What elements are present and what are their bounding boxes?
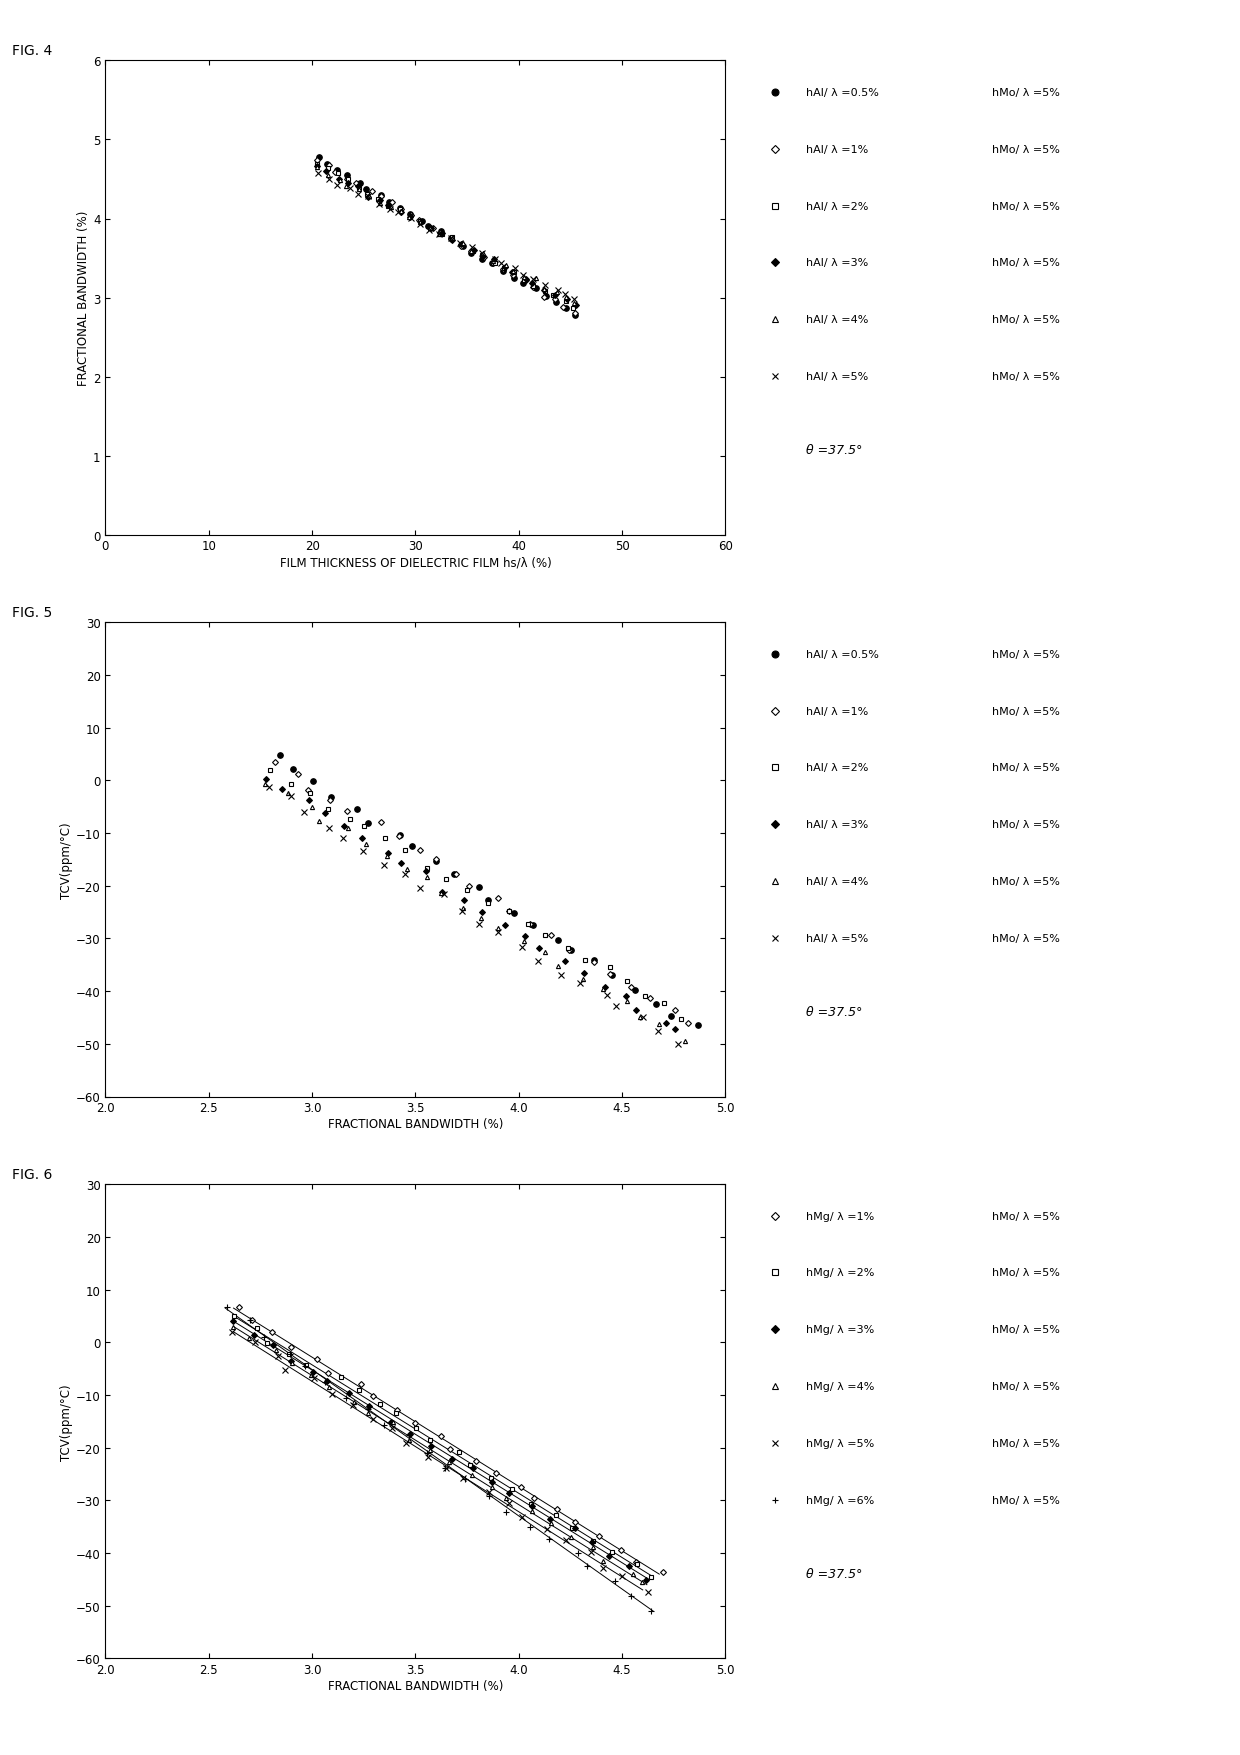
Text: hAl/ λ =1%: hAl/ λ =1% xyxy=(806,144,868,154)
X-axis label: FRACTIONAL BANDWIDTH (%): FRACTIONAL BANDWIDTH (%) xyxy=(327,1118,503,1130)
Text: hMo/ λ =5%: hMo/ λ =5% xyxy=(992,649,1060,660)
Text: hMg/ λ =5%: hMg/ λ =5% xyxy=(806,1439,874,1448)
Text: hAl/ λ =5%: hAl/ λ =5% xyxy=(806,934,868,944)
Text: hAl/ λ =0.5%: hAl/ λ =0.5% xyxy=(806,88,879,98)
Text: hMo/ λ =5%: hMo/ λ =5% xyxy=(992,1211,1060,1221)
Text: hAl/ λ =3%: hAl/ λ =3% xyxy=(806,820,868,830)
Text: hMo/ λ =5%: hMo/ λ =5% xyxy=(992,934,1060,944)
Text: hMo/ λ =5%: hMo/ λ =5% xyxy=(992,820,1060,830)
Text: hAl/ λ =1%: hAl/ λ =1% xyxy=(806,706,868,716)
Text: hMo/ λ =5%: hMo/ λ =5% xyxy=(992,1325,1060,1334)
Text: hMg/ λ =1%: hMg/ λ =1% xyxy=(806,1211,874,1221)
Text: hMo/ λ =5%: hMo/ λ =5% xyxy=(992,258,1060,269)
Text: θ =37.5°: θ =37.5° xyxy=(806,1567,862,1580)
Text: hMo/ λ =5%: hMo/ λ =5% xyxy=(992,706,1060,716)
Text: hMo/ λ =5%: hMo/ λ =5% xyxy=(992,144,1060,154)
Text: hAl/ λ =3%: hAl/ λ =3% xyxy=(806,258,868,269)
Text: hAl/ λ =2%: hAl/ λ =2% xyxy=(806,202,868,211)
Text: hMo/ λ =5%: hMo/ λ =5% xyxy=(992,878,1060,886)
Text: hAl/ λ =4%: hAl/ λ =4% xyxy=(806,316,868,325)
Text: hMo/ λ =5%: hMo/ λ =5% xyxy=(992,1439,1060,1448)
Text: hMo/ λ =5%: hMo/ λ =5% xyxy=(992,1267,1060,1278)
Text: hMo/ λ =5%: hMo/ λ =5% xyxy=(992,202,1060,211)
Text: hMo/ λ =5%: hMo/ λ =5% xyxy=(992,1495,1060,1506)
Text: FIG. 6: FIG. 6 xyxy=(12,1167,53,1181)
Text: hAl/ λ =5%: hAl/ λ =5% xyxy=(806,372,868,383)
Y-axis label: TCV(ppm/°C): TCV(ppm/°C) xyxy=(60,1383,73,1460)
Text: FIG. 4: FIG. 4 xyxy=(12,44,52,58)
X-axis label: FILM THICKNESS OF DIELECTRIC FILM hs/λ (%): FILM THICKNESS OF DIELECTRIC FILM hs/λ (… xyxy=(279,556,552,569)
Text: FIG. 5: FIG. 5 xyxy=(12,605,52,620)
Text: hMg/ λ =6%: hMg/ λ =6% xyxy=(806,1495,874,1506)
Text: hAl/ λ =0.5%: hAl/ λ =0.5% xyxy=(806,649,879,660)
Text: θ =37.5°: θ =37.5° xyxy=(806,1006,862,1018)
Text: hAl/ λ =4%: hAl/ λ =4% xyxy=(806,878,868,886)
Text: hAl/ λ =2%: hAl/ λ =2% xyxy=(806,763,868,772)
Text: hMg/ λ =4%: hMg/ λ =4% xyxy=(806,1381,874,1392)
Y-axis label: FRACTIONAL BANDWIDTH (%): FRACTIONAL BANDWIDTH (%) xyxy=(77,211,91,386)
Text: hMg/ λ =2%: hMg/ λ =2% xyxy=(806,1267,874,1278)
X-axis label: FRACTIONAL BANDWIDTH (%): FRACTIONAL BANDWIDTH (%) xyxy=(327,1680,503,1692)
Text: θ =37.5°: θ =37.5° xyxy=(806,444,862,456)
Text: hMo/ λ =5%: hMo/ λ =5% xyxy=(992,1381,1060,1392)
Y-axis label: TCV(ppm/°C): TCV(ppm/°C) xyxy=(60,821,73,899)
Text: hMg/ λ =3%: hMg/ λ =3% xyxy=(806,1325,874,1334)
Text: hMo/ λ =5%: hMo/ λ =5% xyxy=(992,372,1060,383)
Text: hMo/ λ =5%: hMo/ λ =5% xyxy=(992,88,1060,98)
Text: hMo/ λ =5%: hMo/ λ =5% xyxy=(992,763,1060,772)
Text: hMo/ λ =5%: hMo/ λ =5% xyxy=(992,316,1060,325)
